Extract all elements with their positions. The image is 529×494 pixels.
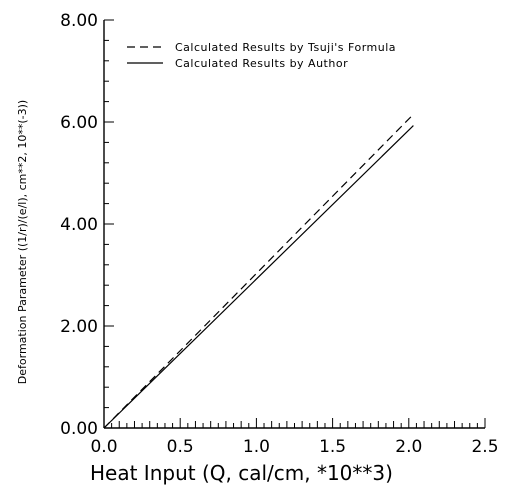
x-tick-label: 2.0 [395,437,422,457]
x-tick-label: 0.0 [90,437,117,457]
x-tick-label: 1.0 [243,437,270,457]
y-axis-title: Deformation Parameter ((1/r)/(e/l), cm**… [16,100,29,384]
x-tick-label: 2.5 [471,437,498,457]
legend-label: Calculated Results by Tsuji's Formula [175,41,396,54]
series [103,113,414,429]
series-line-tsuji [103,113,414,429]
legend-label: Calculated Results by Author [175,57,348,70]
y-tick-label: 6.00 [60,113,98,133]
y-tick-label: 0.00 [60,419,98,439]
y-tick-label: 8.00 [60,11,98,31]
axes [103,20,485,429]
x-tick-label: 1.5 [319,437,346,457]
ticks [103,19,486,429]
y-tick-label: 4.00 [60,215,98,235]
tick-labels: 0.0 0.5 1.0 1.5 2.0 2.5 0.00 2.00 4.00 6.00 8.00 [60,11,498,457]
y-tick-label: 2.00 [60,317,98,337]
legend: Calculated Results by Tsuji's Formula Cal… [127,41,396,70]
x-tick-label: 0.5 [167,437,194,457]
x-axis-title: Heat Input (Q, cal/cm, *10**3) [90,461,393,485]
series-line-author [103,125,414,429]
